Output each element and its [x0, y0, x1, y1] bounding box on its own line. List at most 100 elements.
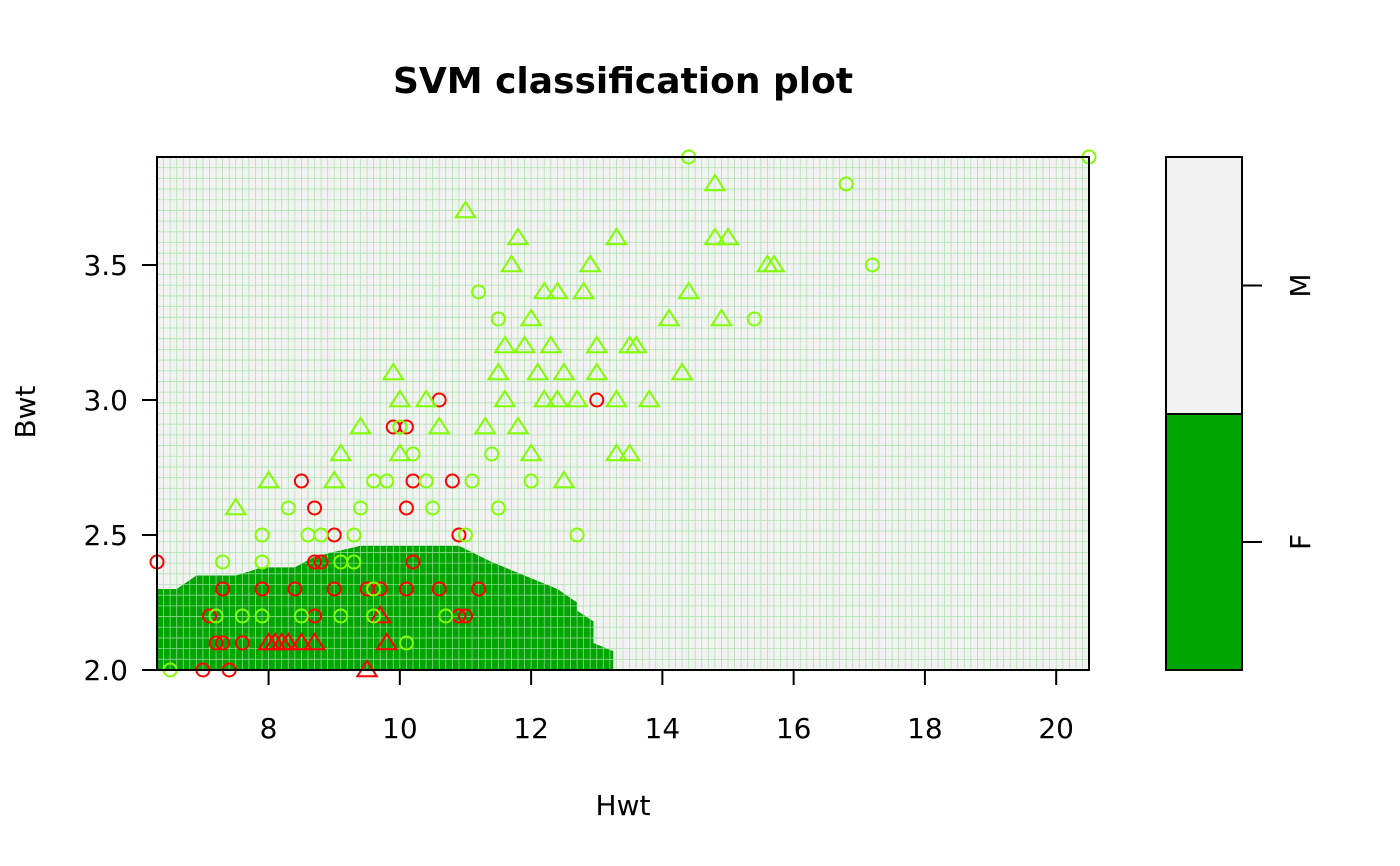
point-m-triangle: [703, 173, 727, 192]
point-m-triangle: [552, 470, 576, 489]
point-m-triangle: [703, 227, 727, 246]
point-m-triangle: [493, 389, 517, 408]
point-f-circle: [431, 581, 447, 597]
point-m-triangle: [381, 362, 405, 381]
point-m-triangle: [552, 362, 576, 381]
point-m-circle: [490, 500, 506, 516]
point-m-circle: [471, 284, 487, 300]
point-f-circle: [202, 608, 218, 624]
point-m-circle: [346, 554, 362, 570]
point-m-triangle: [473, 416, 497, 435]
point-m-triangle: [513, 335, 537, 354]
point-m-triangle: [618, 443, 642, 462]
point-m-triangle: [519, 443, 543, 462]
point-f-triangle: [355, 659, 379, 678]
data-points: [149, 149, 1097, 678]
y-tick-label: 3.5: [83, 249, 128, 282]
y-axis-label: Bwt: [9, 385, 42, 438]
point-m-triangle: [604, 227, 628, 246]
point-f-circle: [215, 635, 231, 651]
point-m-triangle: [388, 443, 412, 462]
point-f-circle: [287, 581, 303, 597]
legend-swatch-m: [1166, 157, 1242, 414]
point-m-triangle: [716, 227, 740, 246]
point-m-circle: [379, 473, 395, 489]
point-m-triangle: [506, 227, 530, 246]
y-tick-label: 3.0: [83, 384, 128, 417]
point-f-circle: [307, 554, 323, 570]
point-f-circle: [457, 608, 473, 624]
point-m-triangle: [545, 389, 569, 408]
point-f-circle: [326, 581, 342, 597]
point-m-triangle: [329, 443, 353, 462]
point-m-circle: [418, 473, 434, 489]
x-axis: 8 10 12 14 16 18 20: [260, 670, 1074, 745]
point-m-circle: [746, 311, 762, 327]
point-m-circle: [838, 176, 854, 192]
point-m-triangle: [532, 389, 556, 408]
point-m-triangle: [453, 200, 478, 219]
point-m-circle: [523, 473, 539, 489]
point-m-circle: [438, 608, 454, 624]
x-tick-label: 14: [645, 712, 681, 745]
point-m-circle: [280, 500, 296, 516]
point-m-triangle: [486, 362, 510, 381]
point-m-triangle: [348, 416, 373, 435]
point-f-circle: [293, 473, 309, 489]
point-f-circle: [307, 500, 323, 516]
point-m-circle: [425, 500, 441, 516]
point-m-triangle: [506, 416, 530, 435]
point-f-circle: [405, 554, 421, 570]
x-axis-label: Hwt: [596, 789, 651, 822]
point-m-circle: [254, 527, 270, 543]
legend-label-m: M: [1284, 273, 1317, 297]
point-m-triangle: [604, 443, 628, 462]
point-m-triangle: [657, 308, 681, 327]
point-m-triangle: [526, 362, 550, 381]
point-m-triangle: [388, 389, 412, 408]
point-m-circle: [254, 608, 270, 624]
point-f-circle: [372, 581, 388, 597]
point-m-triangle: [539, 335, 563, 354]
point-f-triangle: [276, 632, 300, 651]
y-tick-label: 2.5: [83, 519, 128, 552]
point-m-triangle: [565, 389, 589, 408]
point-f-circle: [254, 581, 270, 597]
point-f-circle: [444, 473, 460, 489]
point-m-circle: [293, 608, 309, 624]
point-m-triangle: [637, 389, 661, 408]
grid-lines: [156, 156, 1090, 671]
point-f-circle: [208, 635, 224, 651]
point-m-triangle: [578, 254, 602, 273]
plot-area: [156, 156, 1090, 671]
point-f-triangle: [368, 605, 392, 624]
point-m-triangle: [427, 416, 451, 435]
point-m-triangle: [709, 308, 733, 327]
point-m-circle: [398, 635, 414, 651]
point-f-circle: [398, 419, 414, 435]
point-m-circle: [490, 311, 506, 327]
point-m-triangle: [224, 497, 248, 516]
x-tick-label: 16: [776, 712, 812, 745]
point-m-triangle: [604, 389, 628, 408]
point-m-triangle: [499, 254, 523, 273]
point-m-triangle: [493, 335, 517, 354]
point-m-triangle: [572, 281, 596, 300]
point-m-triangle: [322, 470, 346, 489]
point-m-triangle: [677, 281, 701, 300]
point-m-circle: [333, 608, 349, 624]
x-tick-label: 12: [513, 712, 549, 745]
point-m-circle: [392, 419, 408, 435]
point-f-circle: [234, 635, 250, 651]
plot-frame: [156, 156, 1090, 671]
point-m-circle: [352, 500, 368, 516]
point-f-circle: [313, 554, 329, 570]
x-tick-label: 20: [1038, 712, 1074, 745]
point-m-triangle: [585, 335, 609, 354]
class-legend: MF: [1165, 156, 1317, 671]
legend-label-f: F: [1284, 534, 1317, 550]
x-tick-label: 8: [260, 712, 278, 745]
point-m-triangle: [545, 281, 569, 300]
point-f-circle: [471, 581, 487, 597]
